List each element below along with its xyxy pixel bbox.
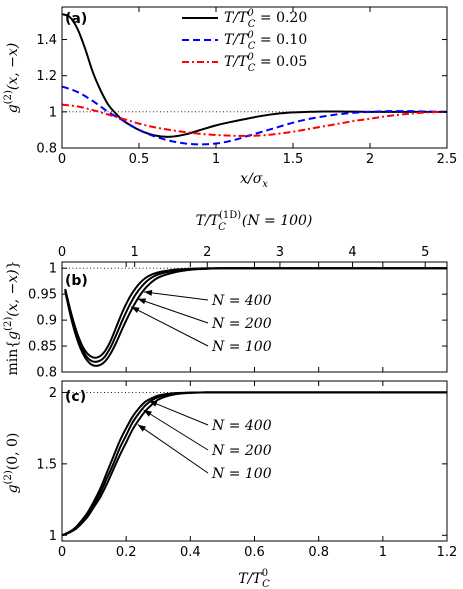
x-tick-label-0-3: 1.5	[283, 152, 304, 167]
y-tick-label-1-0: 0.8	[36, 366, 57, 381]
series-line-0-t-t-c-0-0-20	[61, 13, 447, 138]
series-line-2-n-200	[61, 391, 447, 537]
series-line-1-n-100	[64, 267, 447, 367]
y-tick-label-2-1: 1.5	[36, 457, 57, 472]
x-tick-label-2-0: 0	[58, 545, 66, 560]
axes-frame-0	[61, 6, 448, 149]
y-tick-label-2-2: 2	[49, 386, 57, 401]
annotations-layer: N = 400 N = 200 N = 100 N = 400 N = 200 N = 1…	[130, 289, 272, 482]
annotation-b-0: N = 400	[211, 293, 272, 309]
x-tick-label-2-3: 0.6	[244, 545, 265, 560]
x-tick-label-2-6: 1.2	[437, 545, 458, 560]
y-tick-label-0-2: 1.2	[36, 69, 57, 84]
panel-label-2: (c)	[65, 389, 86, 405]
x-tick-label-2-4: 0.8	[308, 545, 329, 560]
panel-label-1: (b)	[65, 273, 88, 289]
top-axis-label-b: T/T(1D) C (N = 100)	[196, 210, 313, 233]
arrow-head-c-2	[137, 424, 147, 432]
arrow-head-b-2	[131, 306, 140, 314]
x-tick-label-0-1: 0.5	[129, 152, 150, 167]
annotation-b-2: N = 100	[211, 339, 272, 355]
y-tick-label-1-2: 0.9	[36, 314, 57, 329]
y-tick-label-1-4: 1	[49, 262, 57, 277]
labels-layer: 0 0.5 1 1.5 2 2.50.811.21.4(a) T/T0 C = 0.20T/T…	[3, 8, 457, 589]
arrow-line-c-1	[143, 409, 209, 451]
y-axis-label-c: g(2)(0, 0)	[3, 433, 21, 494]
series-layer	[61, 13, 448, 537]
y-axis-label-a: g(2)(x, −x)	[3, 43, 21, 114]
y-tick-label-1-1: 0.85	[28, 340, 57, 355]
arrow-line-b-0	[143, 291, 209, 301]
arrow-line-b-1	[137, 298, 209, 324]
y-tick-label-0-1: 1	[49, 105, 57, 120]
series-line-2-n-100	[61, 391, 447, 537]
annotation-c-2: N = 100	[211, 466, 272, 482]
x-tick-label-2-1: 0.2	[116, 545, 137, 560]
arrow-line-b-2	[130, 306, 209, 347]
arrow-head-b-1	[137, 298, 147, 305]
y-axis-label-b: min{g(2)(x, −x)}	[3, 260, 21, 375]
x-tick-label-0-2: 1	[212, 152, 220, 167]
y-tick-label-1-3: 0.95	[28, 288, 57, 303]
top-tick-label-0: 0	[58, 245, 66, 260]
arrow-line-c-0	[148, 400, 209, 426]
annotation-c-0: N = 400	[211, 418, 272, 434]
arrow-line-c-2	[137, 424, 209, 474]
x-axis-label-a: x/σx	[240, 171, 268, 190]
x-tick-label-0-4: 2	[366, 152, 374, 167]
annotation-c-1: N = 200	[211, 443, 272, 459]
legend-label-2: T/T0 C = 0.05	[224, 52, 307, 74]
frames-and-ticks	[61, 6, 448, 542]
x-tick-label-2-2: 0.4	[180, 545, 201, 560]
annotation-b-1: N = 200	[211, 316, 272, 332]
top-tick-label-4: 4	[348, 245, 356, 260]
x-tick-label-0-0: 0	[58, 152, 66, 167]
series-line-2-n-400	[61, 391, 447, 537]
series-line-0-t-t-c-0-0-05	[61, 103, 448, 137]
legend-label-0: T/T0 C = 0.20	[224, 8, 307, 30]
y-tick-label-0-3: 1.4	[36, 33, 57, 48]
legend-label-1: T/T0 C = 0.10	[224, 30, 307, 52]
series-line-0-t-t-c-0-0-10	[61, 85, 448, 146]
x-tick-label-2-5: 1	[379, 545, 387, 560]
y-tick-label-0-0: 0.8	[36, 142, 57, 157]
top-tick-label-2: 2	[203, 245, 211, 260]
arrow-head-c-0	[149, 400, 158, 407]
top-tick-label-1: 1	[131, 245, 139, 260]
arrow-head-b-0	[144, 289, 153, 296]
top-tick-label-5: 5	[421, 245, 429, 260]
arrow-head-c-1	[143, 410, 152, 417]
panel-label-0: (a)	[65, 11, 87, 27]
top-tick-label-3: 3	[276, 245, 284, 260]
x-tick-label-0-5: 2.5	[437, 152, 458, 167]
axes-frame-2	[61, 380, 448, 542]
y-tick-label-2-0: 1	[49, 529, 57, 544]
x-axis-label-c: T/T0 C	[238, 568, 270, 589]
